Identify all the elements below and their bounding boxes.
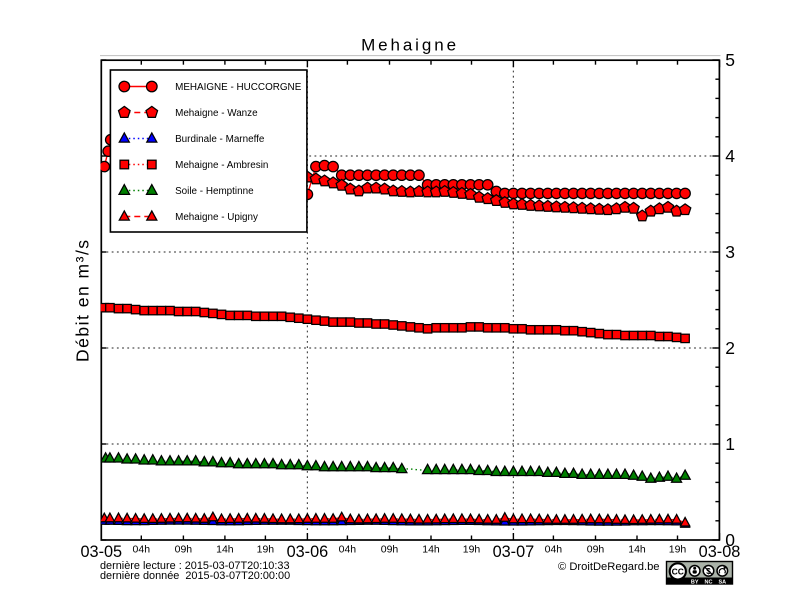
svg-text:2: 2 xyxy=(725,338,735,358)
svg-text:09h: 09h xyxy=(587,544,605,556)
svg-text:MEHAIGNE - HUCCORGNE: MEHAIGNE - HUCCORGNE xyxy=(175,82,302,93)
svg-text:19h: 19h xyxy=(257,544,275,556)
svg-text:03-06: 03-06 xyxy=(287,543,329,561)
svg-text:09h: 09h xyxy=(175,544,193,556)
svg-text:NC: NC xyxy=(705,580,713,586)
svg-text:Mehaigne - Ambresin: Mehaigne - Ambresin xyxy=(175,160,268,171)
svg-text:1: 1 xyxy=(725,434,735,454)
svg-text:3: 3 xyxy=(725,242,735,262)
svg-text:14h: 14h xyxy=(216,544,234,556)
svg-text:BY: BY xyxy=(691,580,699,586)
svg-text:04h: 04h xyxy=(339,544,357,556)
svg-text:03-08: 03-08 xyxy=(699,543,741,561)
svg-text:19h: 19h xyxy=(463,544,481,556)
svg-text:14h: 14h xyxy=(628,544,646,556)
svg-text:Mehaigne - Upigny: Mehaigne - Upigny xyxy=(175,212,258,223)
svg-text:19h: 19h xyxy=(669,544,687,556)
svg-text:© DroitDeRegard.be: © DroitDeRegard.be xyxy=(558,561,660,573)
svg-text:04h: 04h xyxy=(133,544,151,556)
svg-text:4: 4 xyxy=(725,146,735,166)
svg-text:14h: 14h xyxy=(422,544,440,556)
svg-text:dernière lecture : 2015-03-07T: dernière lecture : 2015-03-07T20:10:33 xyxy=(100,560,290,572)
svg-text:CC: CC xyxy=(672,567,684,577)
svg-text:03-05: 03-05 xyxy=(80,543,122,561)
svg-text:5: 5 xyxy=(725,50,735,70)
svg-text:09h: 09h xyxy=(381,544,399,556)
svg-text:04h: 04h xyxy=(545,544,563,556)
svg-text:Mehaigne: Mehaigne xyxy=(361,36,459,55)
svg-text:SA: SA xyxy=(718,580,726,586)
svg-text:Soile - Hemptinne: Soile - Hemptinne xyxy=(175,186,254,197)
svg-text:03-07: 03-07 xyxy=(493,543,535,561)
svg-text:dernière donnée 2015-03-07T20: dernière donnée 2015-03-07T20:00:00 xyxy=(100,570,290,582)
svg-text:Mehaigne - Wanze: Mehaigne - Wanze xyxy=(175,108,258,119)
svg-text:0: 0 xyxy=(725,530,735,550)
svg-text:Burdinale - Marneffe: Burdinale - Marneffe xyxy=(175,134,265,145)
svg-text:Débit en m³/s: Débit en m³/s xyxy=(73,238,93,362)
